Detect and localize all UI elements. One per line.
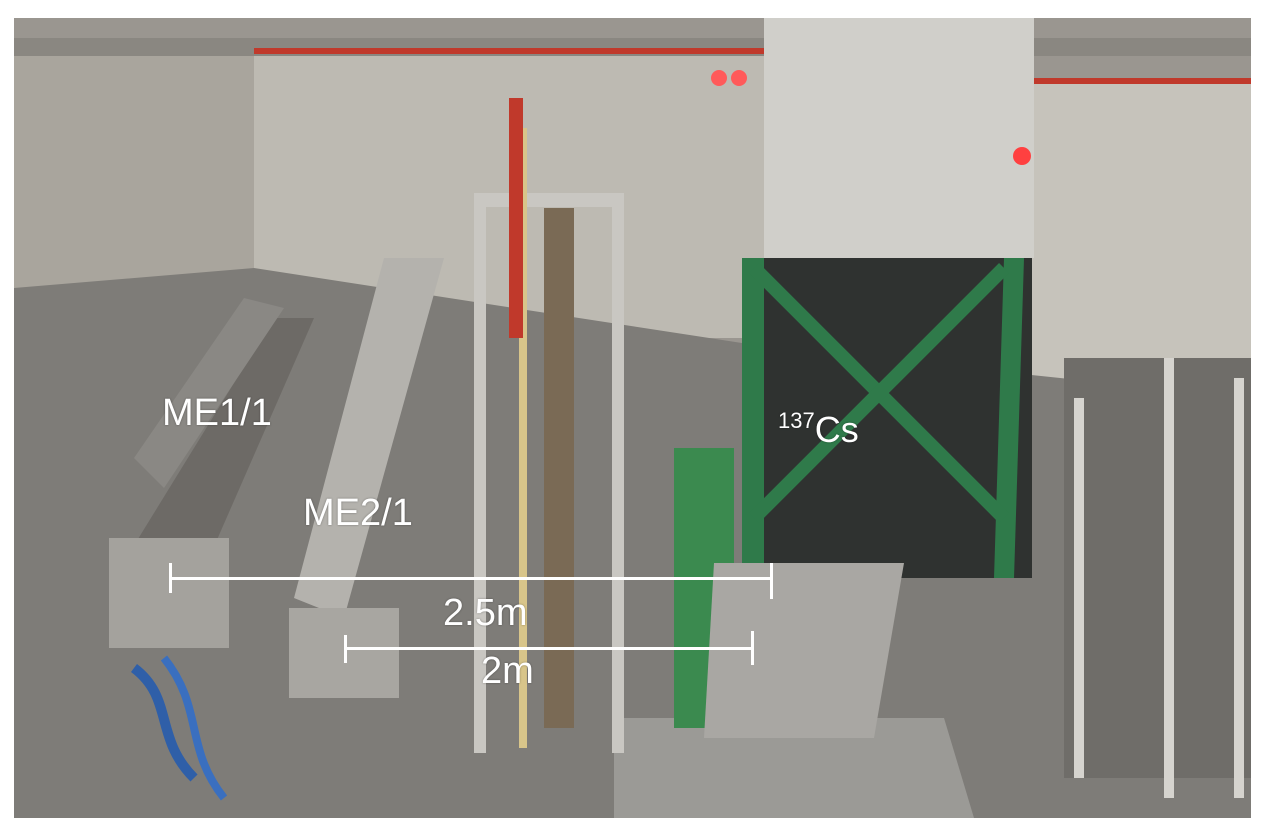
cs137-source-label: 137Cs xyxy=(778,409,859,450)
isotope-mass-number: 137 xyxy=(778,408,815,433)
scale-bar-2m-right-tick xyxy=(751,631,754,665)
scale-bar-2-5m xyxy=(170,577,772,580)
facility-photo xyxy=(14,18,1251,818)
scale-bar-2-5m-label: 2.5m xyxy=(443,592,528,634)
scale-bar-2-5m-right-tick xyxy=(770,563,773,599)
scale-bar-2-5m-left-tick xyxy=(169,563,172,593)
irradiation-facility-scene xyxy=(14,18,1251,818)
scale-bar-2m-left-tick xyxy=(344,635,347,663)
scale-bar-2m-label: 2m xyxy=(481,650,534,692)
scale-bar-2m xyxy=(345,647,753,650)
me11-label: ME1/1 xyxy=(162,392,272,434)
me21-label: ME2/1 xyxy=(303,492,413,534)
isotope-element: Cs xyxy=(814,409,859,450)
